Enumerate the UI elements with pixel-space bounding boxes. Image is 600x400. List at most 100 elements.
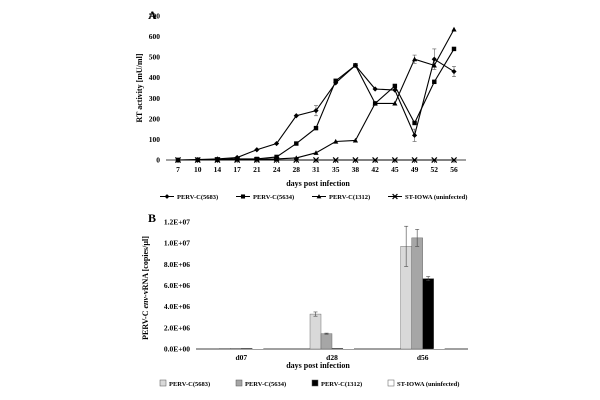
panel-a-data-point (293, 113, 299, 119)
panel-a-data-point (412, 120, 417, 126)
panel-b-bar (230, 348, 242, 350)
panel-b-y-axis-title-italic: env (141, 297, 150, 309)
panel-b-bar (219, 348, 231, 350)
panel-a-data-point (451, 68, 457, 75)
panel-a-data-point (432, 79, 437, 85)
panel-b-bar (320, 333, 333, 350)
panel-b-x-tick-label: d56 (417, 353, 429, 362)
panel-a-data-point (312, 156, 320, 164)
panel-a-data-point (411, 156, 418, 164)
panel-a-data-point (313, 125, 319, 131)
panel-a-y-tick-label: 100 (149, 135, 161, 144)
panel-a-x-tick-label: 35 (332, 165, 340, 174)
panel-a-legend-marker (164, 194, 170, 199)
panel-b-y-tick-label: 2.0E+06 (164, 323, 190, 332)
panel-a-data-point (313, 108, 319, 114)
panel-a-data-point (253, 156, 260, 164)
panel-a-x-tick-label: 42 (371, 165, 379, 174)
panel-b-legend-label: PERV-C(5683) (169, 381, 210, 388)
panel-a-line-chart: A 0 100 200 300 400 500 600 700 7 10 14 17 21 24 28 31 3… (135, 8, 467, 201)
panel-a-y-tick-label: 300 (149, 94, 161, 103)
panel-a-y-tick-label: 500 (149, 53, 161, 62)
panel-a-legend-label: PERV-C(5683) (177, 194, 218, 201)
panel-b-bar (331, 348, 344, 350)
panel-a-y-tick-label: 0 (156, 156, 160, 165)
panel-b-bar-chart: B 0.0E+00 2.0E+06 4.0E+06 6.0E+06 8.0E+06 1.0… (141, 211, 468, 388)
panel-b-x-tick-label: d07 (235, 353, 247, 362)
panel-a-data-point (391, 156, 398, 164)
panel-a-data-point (333, 78, 338, 84)
panel-a-x-tick-label: 21 (253, 165, 261, 174)
panel-b-y-tick-label: 6.0E+06 (164, 281, 190, 290)
panel-b-y-tick-label: 0.0E+00 (164, 345, 190, 354)
panel-b-x-axis-title: days post infection (286, 361, 350, 370)
panel-a-data-point (333, 138, 339, 144)
panel-b-bar (343, 348, 354, 349)
panel-b-y-tick-label: 8.0E+06 (164, 260, 190, 269)
panel-a-data-point (411, 132, 418, 138)
panel-b-bar (252, 348, 264, 349)
panel-a-data-point (293, 156, 300, 164)
panel-a-legend: PERV-C(5683) PERV-C(5634) PERV-C(1312) ST-I… (160, 193, 467, 201)
panel-a-data-point (392, 83, 398, 89)
panel-a-data-point (392, 100, 398, 106)
panel-a-x-axis-title: days post infection (286, 179, 350, 188)
panel-a-data-point (372, 86, 378, 92)
panel-a-y-tick-label: 400 (149, 73, 161, 82)
panel-a-x-tick-label: 45 (391, 165, 399, 174)
panel-b-legend-swatch (311, 379, 319, 387)
panel-a-data-point (353, 63, 358, 68)
panel-a-x-tick-label: 56 (450, 165, 458, 174)
panel-a-x-tick-label: 14 (214, 165, 222, 174)
panel-b-bar (411, 237, 423, 350)
panel-b-letter: B (148, 211, 156, 225)
panel-b-x-tick-label: d28 (326, 353, 338, 362)
panel-a-y-tick-label: 600 (149, 32, 161, 41)
panel-b-y-axis-title: PERV-C env-vRNA [copies/µl] (141, 236, 150, 340)
panel-a-x-tick-label: 31 (312, 165, 320, 174)
panel-b-legend-swatch (159, 379, 167, 387)
panel-b-legend-swatch (235, 379, 243, 387)
panel-a-x-tick-label: 52 (431, 165, 439, 174)
panel-a-y-tick-label: 700 (149, 12, 161, 21)
panel-a-x-tick-label: 38 (352, 165, 360, 174)
panel-b-legend: PERV-C(5683) PERV-C(5634) PERV-C(1312) ST-I… (159, 379, 459, 388)
panel-b-bar (422, 278, 434, 350)
panel-a-x-tick-label: 49 (411, 165, 419, 174)
panel-b-legend-swatch (387, 379, 395, 387)
panel-a-series-line (177, 48, 455, 161)
panel-b-bars (219, 225, 445, 350)
panel-a-x-tick-label: 17 (233, 165, 241, 174)
panel-b-y-tick-label: 1.2E+07 (164, 218, 190, 227)
panel-a-data-point (313, 150, 319, 155)
panel-a-legend-marker (392, 193, 398, 200)
panel-a-data-point (352, 137, 359, 143)
panel-a-data-point (294, 141, 299, 146)
panel-a-data-point (392, 87, 398, 93)
panel-a-series-line (178, 29, 455, 161)
panel-b-axis-labels: days post infection PERV-C env-vRNA [cop… (141, 236, 350, 370)
panel-a-data-point (273, 140, 280, 147)
panel-a-data-point (254, 147, 260, 153)
panel-b-legend-label: PERV-C(5634) (245, 381, 286, 388)
panel-a-x-tick-label: 10 (194, 165, 202, 174)
panel-a-legend-label: ST-IOWA (uninfected) (405, 194, 467, 201)
panel-a-x-tick-label: 24 (273, 165, 281, 174)
panel-a-axis-labels: days post infection RT activity [mU/ml] (135, 53, 350, 188)
panel-a-letter: A (148, 8, 157, 22)
panel-a-legend-label: PERV-C(1312) (329, 194, 370, 201)
panel-a-legend-label: PERV-C(5634) (253, 194, 294, 201)
panel-b-y-tick-label: 1.0E+07 (164, 239, 190, 248)
panel-a-data-point (431, 62, 437, 68)
panel-b-bar (309, 313, 322, 350)
panel-a-data-point (450, 156, 458, 164)
panel-a-data-point (234, 156, 241, 164)
panel-a-legend-marker (316, 194, 322, 199)
panel-a-data-point (372, 100, 378, 106)
panel-b-y-axis-title-suffix: -vRNA [copies/µl] (141, 236, 150, 297)
panel-a-data-point (451, 46, 457, 52)
panel-b-y-axis-title-prefix: PERV-C (141, 309, 150, 340)
panel-a-data-point (431, 156, 438, 164)
panel-a-data-point (273, 156, 280, 164)
